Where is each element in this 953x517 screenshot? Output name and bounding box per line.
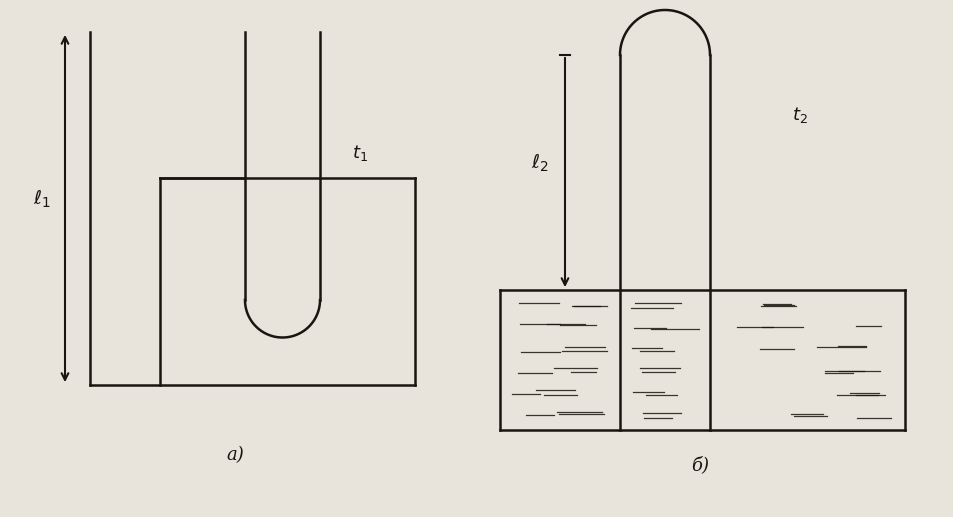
Text: $\ell_1$: $\ell_1$ bbox=[33, 187, 51, 210]
Text: $t_1$: $t_1$ bbox=[352, 143, 368, 163]
Text: a): a) bbox=[226, 446, 244, 464]
Text: б): б) bbox=[690, 456, 708, 474]
Text: $\ell_2$: $\ell_2$ bbox=[531, 151, 548, 174]
Text: $t_2$: $t_2$ bbox=[791, 105, 807, 125]
